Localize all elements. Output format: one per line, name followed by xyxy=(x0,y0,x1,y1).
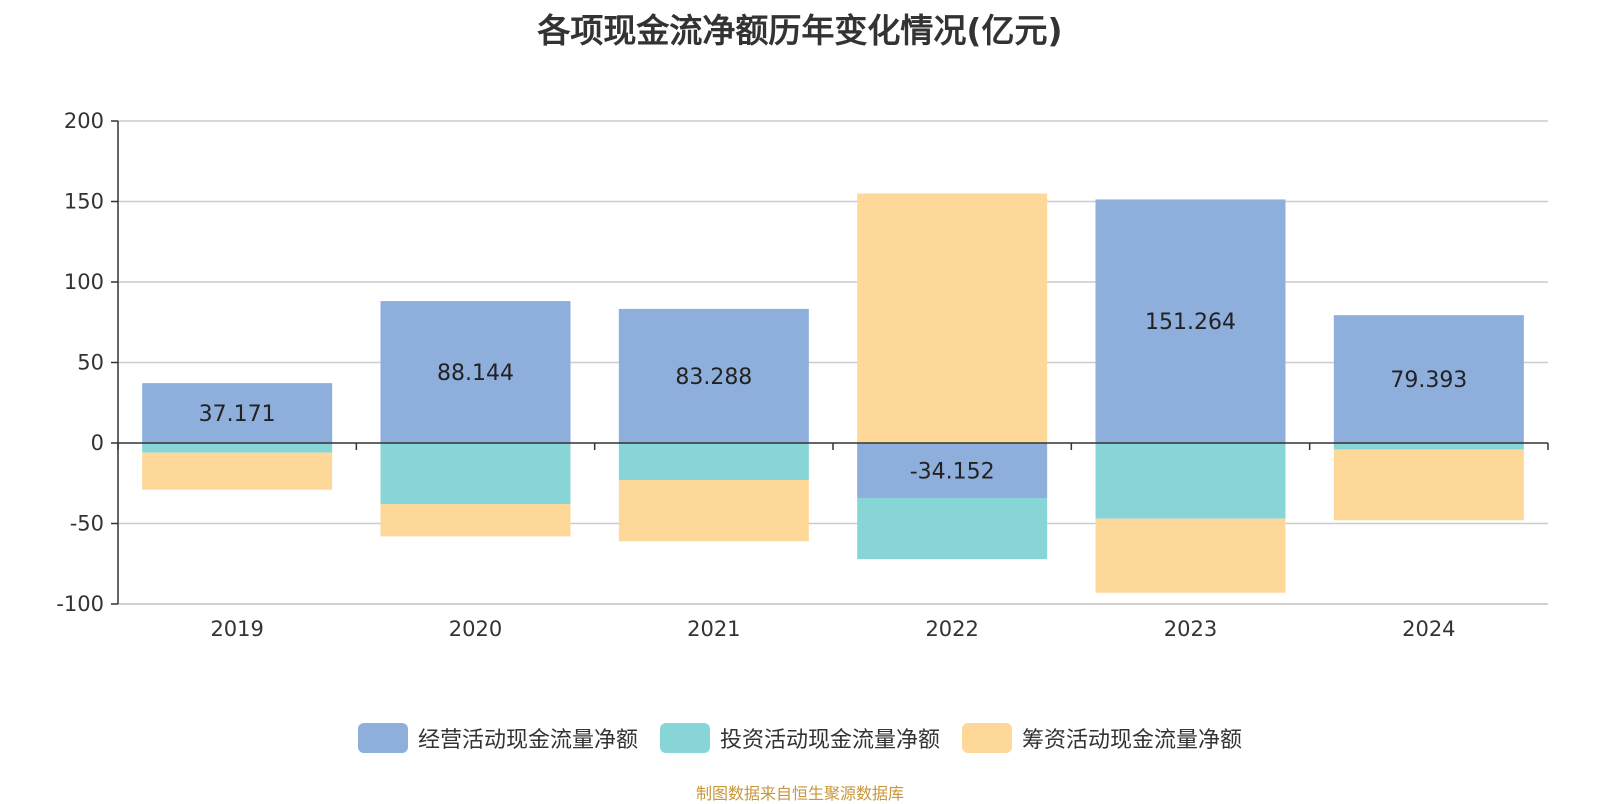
legend-item-financing[interactable]: 筹资活动现金流量净额 xyxy=(962,722,1242,754)
y-tick-label: 0 xyxy=(91,431,104,455)
legend-item-investing[interactable]: 投资活动现金流量净额 xyxy=(659,722,940,754)
bar-2019-series-0[interactable] xyxy=(142,383,333,443)
data-label-2021: 83.288 xyxy=(675,365,752,390)
grid-lines xyxy=(118,120,1548,605)
y-tick-label: 150 xyxy=(64,190,104,214)
x-tick-label-2024: 2024 xyxy=(1402,617,1455,641)
data-label-2024: 79.393 xyxy=(1390,368,1467,393)
bars xyxy=(142,193,1524,593)
bar-2019-series-1[interactable] xyxy=(142,443,333,453)
legend-swatch-operating xyxy=(357,723,408,753)
bar-2020-series-0[interactable] xyxy=(380,301,571,443)
data-label-2020: 88.144 xyxy=(437,361,514,386)
x-tick-label-2019: 2019 xyxy=(210,617,263,641)
bar-2022-series-0[interactable] xyxy=(857,443,1048,498)
x-tick-label-2023: 2023 xyxy=(1164,617,1217,641)
bar-2023-series-1[interactable] xyxy=(1095,443,1286,519)
legend-swatch-financing xyxy=(962,723,1012,753)
bar-2021-series-2[interactable] xyxy=(618,480,809,542)
axes: 200 150 100 50 0 -50 -100 2019 2020 2021 2022 2023 2… xyxy=(56,109,1549,641)
legend: 经营活动现金流量净额 投资活动现金流量净额 筹资活动现金流量净额 xyxy=(0,720,1600,756)
y-tick-label: 100 xyxy=(64,270,104,294)
bar-2024-series-2[interactable] xyxy=(1333,449,1524,521)
bar-2022-series-1[interactable] xyxy=(857,497,1048,560)
legend-label-investing: 投资活动现金流量净额 xyxy=(719,728,940,753)
legend-item-operating[interactable]: 经营活动现金流量净额 xyxy=(357,722,638,754)
bar-2022-series-2[interactable] xyxy=(857,193,1048,443)
y-tick-label: -100 xyxy=(56,592,104,616)
bar-2020-series-1[interactable] xyxy=(380,443,571,505)
bar-2024-series-1[interactable] xyxy=(1333,443,1524,450)
bar-2021-series-0[interactable] xyxy=(618,308,809,443)
bar-2021-series-1[interactable] xyxy=(618,443,809,481)
bar-2023-series-0[interactable] xyxy=(1095,199,1286,443)
data-label-2022: -34.152 xyxy=(910,459,995,484)
bar-2019-series-2[interactable] xyxy=(142,452,333,490)
y-tick-label: -50 xyxy=(70,512,104,536)
x-tick-label-2022: 2022 xyxy=(925,617,978,641)
labels: 37.171 88.144 83.288 -34.152 151.264 79.393 xyxy=(199,310,1468,484)
source-note: 制图数据来自恒生聚源数据库 xyxy=(695,784,904,803)
y-tick-label: 50 xyxy=(77,351,104,375)
data-label-2023: 151.264 xyxy=(1145,310,1236,335)
chart-title: 各项现金流净额历年变化情况(亿元) xyxy=(537,11,1063,50)
y-tick-label: 200 xyxy=(64,109,104,133)
bar-2024-series-0[interactable] xyxy=(1333,315,1524,443)
x-tick-label-2020: 2020 xyxy=(449,617,502,641)
legend-label-financing: 筹资活动现金流量净额 xyxy=(1022,728,1243,753)
data-label-2019: 37.171 xyxy=(199,402,276,427)
legend-label-operating: 经营活动现金流量净额 xyxy=(417,728,638,753)
bar-2023-series-2[interactable] xyxy=(1095,518,1286,593)
bar-2020-series-2[interactable] xyxy=(380,504,571,537)
legend-swatch-investing xyxy=(659,723,710,753)
x-tick-label-2021: 2021 xyxy=(687,617,740,641)
